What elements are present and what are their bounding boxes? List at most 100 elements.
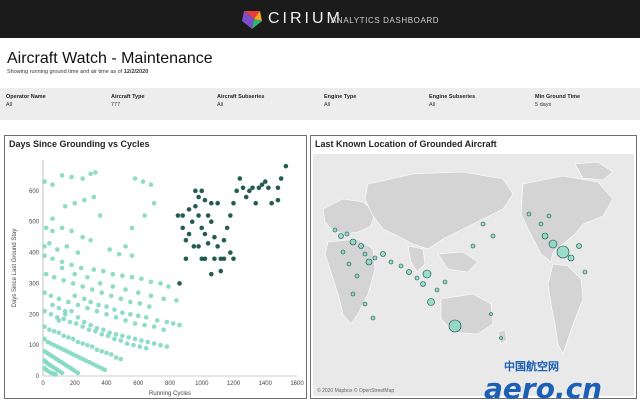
scatter-point-dark[interactable] [183, 256, 189, 262]
scatter-point-light[interactable] [99, 332, 105, 337]
scatter-point-light[interactable] [91, 267, 97, 272]
scatter-point-dark[interactable] [177, 281, 182, 286]
scatter-point-dark[interactable] [212, 234, 217, 240]
scatter-point-light[interactable] [143, 315, 149, 320]
scatter-point-dark[interactable] [231, 200, 236, 206]
scatter-point-light[interactable] [43, 225, 49, 231]
filter-aircraft-type[interactable]: Aircraft Type 777 [111, 94, 211, 108]
scatter-point-light[interactable] [166, 284, 171, 289]
scatter-chart[interactable]: 0 200 400 600 800 1000 1200 1400 1600 0 100 200 300 4… [5, 154, 305, 398]
scatter-point-light[interactable] [116, 251, 122, 257]
scatter-point-light[interactable] [54, 247, 60, 252]
scatter-point-light[interactable] [85, 342, 90, 348]
scatter-point-light[interactable] [113, 315, 119, 320]
scatter-point-light[interactable] [142, 213, 147, 218]
scatter-point-light[interactable] [59, 265, 65, 271]
scatter-point-light[interactable] [94, 308, 100, 314]
scatter-point-light[interactable] [75, 302, 81, 308]
scatter-point-light[interactable] [42, 244, 47, 249]
scatter-point-light[interactable] [140, 179, 146, 184]
scatter-point-light[interactable] [101, 327, 106, 333]
scatter-point-light[interactable] [93, 170, 98, 175]
scatter-point-light[interactable] [148, 293, 154, 299]
scatter-point-dark[interactable] [208, 271, 214, 277]
scatter-point-light[interactable] [42, 253, 47, 258]
scatter-point-light[interactable] [78, 265, 84, 271]
scatter-point-light[interactable] [80, 284, 85, 289]
scatter-point-dark[interactable] [275, 185, 281, 191]
scatter-point-light[interactable] [151, 324, 157, 329]
scatter-point-light[interactable] [69, 228, 74, 234]
scatter-point-light[interactable] [56, 318, 62, 323]
scatter-point-light[interactable] [85, 305, 90, 311]
scatter-point-light[interactable] [51, 274, 57, 280]
scatter-point-light[interactable] [99, 349, 105, 354]
scatter-point-light[interactable] [59, 173, 65, 178]
scatter-point-dark[interactable] [215, 200, 220, 206]
scatter-point-light[interactable] [56, 296, 62, 302]
filter-value[interactable]: All [217, 102, 224, 108]
scatter-point-light[interactable] [67, 319, 73, 325]
scatter-point-light[interactable] [94, 325, 100, 331]
scatter-point-light[interactable] [70, 336, 76, 342]
scatter-point-light[interactable] [132, 176, 138, 181]
scatter-point-light[interactable] [118, 338, 124, 343]
scatter-point-light[interactable] [88, 171, 93, 177]
scatter-point-light[interactable] [75, 250, 81, 255]
scatter-point-light[interactable] [120, 273, 125, 279]
scatter-point-light[interactable] [75, 370, 81, 376]
scatter-point-dark[interactable] [256, 185, 262, 191]
scatter-point-light[interactable] [50, 182, 55, 187]
filter-value[interactable]: All [429, 102, 436, 108]
scatter-point-light[interactable] [72, 271, 78, 277]
scatter-point-dark[interactable] [250, 185, 255, 191]
filter-aircraft-subseries[interactable]: Aircraft Subseries All [217, 94, 317, 108]
scatter-point-light[interactable] [50, 216, 55, 221]
scatter-point-dark[interactable] [212, 256, 217, 262]
scatter-point-dark[interactable] [221, 237, 227, 243]
scatter-point-light[interactable] [110, 284, 116, 289]
scatter-point-dark[interactable] [269, 200, 274, 206]
scatter-point-light[interactable] [97, 213, 103, 218]
scatter-point-light[interactable] [135, 290, 141, 295]
scatter-point-dark[interactable] [175, 213, 181, 218]
scatter-point-dark[interactable] [183, 237, 189, 243]
scatter-point-light[interactable] [69, 308, 74, 314]
aircraft-bubbles[interactable] [332, 211, 588, 340]
scatter-point-light[interactable] [66, 299, 71, 305]
scatter-point-dark[interactable] [191, 244, 197, 249]
scatter-point-dark[interactable] [186, 231, 192, 237]
scatter-point-dark[interactable] [208, 219, 214, 225]
scatter-point-light[interactable] [80, 324, 85, 329]
scatter-point-light[interactable] [108, 352, 114, 357]
filter-engine-subseries[interactable]: Engine Subseries All [429, 94, 529, 108]
scatter-point-dark[interactable] [196, 194, 201, 200]
scatter-point-light[interactable] [104, 311, 109, 317]
scatter-point-light[interactable] [158, 342, 163, 348]
scatter-point-light[interactable] [64, 244, 70, 249]
scatter-point-light[interactable] [75, 339, 81, 345]
scatter-point-light[interactable] [80, 176, 85, 181]
scatter-point-light[interactable] [107, 247, 112, 252]
scatter-point-dark[interactable] [266, 185, 271, 191]
scatter-point-dark[interactable] [253, 200, 259, 206]
scatter-point-light[interactable] [113, 355, 119, 360]
scatter-point-light[interactable] [59, 370, 65, 376]
scatter-point-light[interactable] [48, 293, 54, 299]
scatter-point-dark[interactable] [205, 241, 211, 246]
scatter-point-light[interactable] [48, 311, 54, 317]
scatter-point-light[interactable] [80, 341, 85, 346]
scatter-point-light[interactable] [70, 281, 76, 286]
filter-operator-name[interactable]: Operator Name All [6, 94, 106, 108]
scatter-point-light[interactable] [164, 319, 170, 325]
scatter-point-light[interactable] [75, 315, 81, 320]
scatter-point-light[interactable] [61, 278, 66, 283]
scatter-point-light[interactable] [129, 253, 135, 258]
scatter-point-light[interactable] [120, 310, 125, 316]
scatter-point-dark[interactable] [208, 200, 214, 206]
scatter-point-dark[interactable] [186, 207, 192, 212]
scatter-point-dark[interactable] [202, 256, 208, 262]
scatter-point-light[interactable] [170, 321, 176, 326]
scatter-point-light[interactable] [174, 298, 179, 303]
scatter-point-light[interactable] [113, 332, 119, 337]
